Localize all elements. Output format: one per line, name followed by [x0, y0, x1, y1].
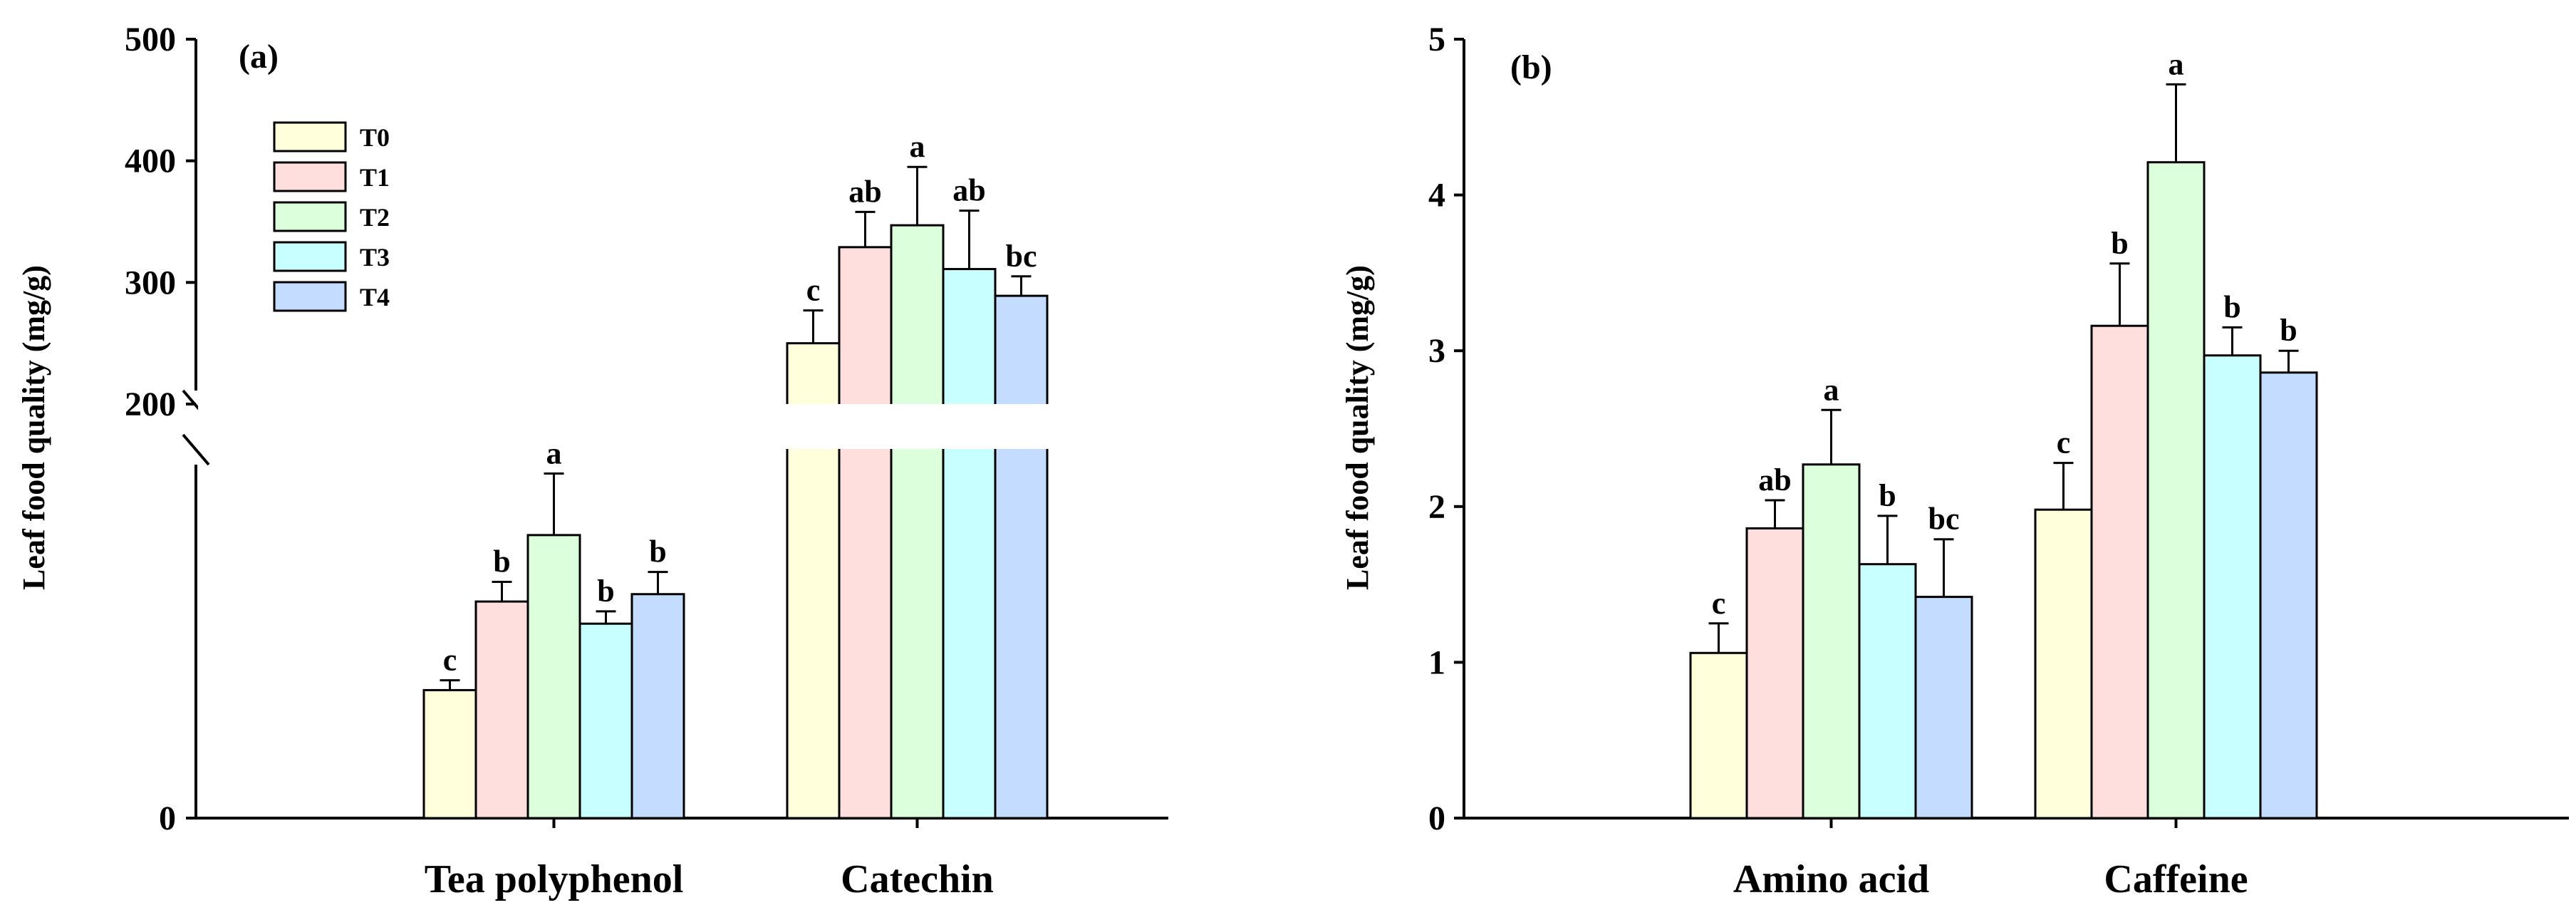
panel-label-b: (b) [1510, 48, 1552, 86]
y-tick-label: 4 [1428, 177, 1445, 215]
significance-label: b [2280, 313, 2297, 348]
legend-label-t0: T0 [360, 123, 390, 152]
axis-break-mark [182, 433, 210, 466]
significance-label: b [1879, 478, 1896, 513]
legend-label-t3: T3 [360, 243, 390, 272]
bar-t1-0 [474, 600, 529, 820]
significance-label: c [806, 273, 821, 308]
significance-label: b [649, 534, 666, 569]
bar-t4-1 [2259, 371, 2318, 820]
legend-label-t2: T2 [360, 203, 390, 232]
legend-swatch-t3 [273, 241, 347, 272]
significance-label: b [597, 574, 614, 609]
bar-t3-1 [942, 268, 997, 820]
axis-break-gap [198, 404, 1170, 449]
significance-label: b [2111, 226, 2128, 261]
panel-a: 0 200 300 400 500 Leaf food quality (mg/g) c b a… [16, 21, 1170, 901]
significance-label: ab [848, 174, 881, 209]
significance-label: c [2057, 425, 2071, 460]
bar-t2-1 [890, 224, 945, 820]
y-axis-title: Leaf food quality (mg/g) [16, 265, 51, 590]
legend-swatch-t0 [273, 121, 347, 153]
legend-swatch-t4 [273, 281, 347, 312]
significance-label: ab [952, 173, 985, 208]
bar-t2-1 [2146, 161, 2206, 820]
bar-t1-1 [838, 246, 893, 820]
bar-t0-1 [2034, 508, 2093, 820]
bar-t2-0 [1802, 463, 1861, 820]
x-category-label: Catechin [841, 857, 994, 901]
significance-label: ab [1758, 462, 1791, 497]
legend-swatch-t2 [273, 201, 347, 232]
y-axis-title: Leaf food quality (mg/g) [1340, 265, 1375, 590]
bar-t2-0 [526, 534, 581, 820]
significance-label: c [1712, 586, 1726, 621]
y-tick-label: 0 [1428, 800, 1445, 837]
bar-t4-0 [630, 593, 685, 820]
x-category-label: Caffeine [2104, 857, 2248, 901]
x-category-label: Tea polyphenol [425, 857, 684, 901]
legend-label-t1: T1 [360, 163, 390, 192]
bar-t3-1 [2203, 354, 2262, 820]
bar-t4-1 [994, 294, 1049, 820]
significance-label: a [910, 129, 925, 164]
significance-label: b [2223, 289, 2240, 324]
legend-label-t4: T4 [360, 283, 390, 311]
significance-label: c [443, 643, 457, 678]
bar-t1-0 [1745, 527, 1804, 820]
bar-t3-0 [1858, 563, 1917, 820]
x-category-label: Amino acid [1733, 857, 1929, 901]
bar-t3-0 [578, 622, 633, 820]
significance-label: bc [1006, 239, 1037, 274]
panel-label-a: (a) [239, 38, 279, 76]
y-tick-label: 3 [1428, 332, 1445, 370]
y-tick-label: 400 [125, 143, 176, 180]
bar-t4-0 [1914, 596, 1973, 820]
y-tick-label: 5 [1428, 21, 1445, 58]
y-tick-label: 500 [125, 21, 176, 58]
significance-label: b [493, 544, 510, 579]
y-tick-label: 300 [125, 264, 176, 301]
y-tick-label: 1 [1428, 644, 1445, 681]
bar-t1-1 [2090, 324, 2149, 820]
significance-label: bc [1928, 502, 1960, 537]
legend-swatch-t1 [273, 161, 347, 192]
y-tick-label: 200 [125, 386, 176, 423]
bar-t0-0 [422, 688, 477, 820]
significance-label: a [2169, 46, 2184, 81]
y-tick-label: 2 [1428, 488, 1445, 526]
y-tick-label: 0 [159, 800, 176, 837]
bar-t0-0 [1689, 651, 1748, 820]
significance-label: a [1824, 372, 1839, 407]
